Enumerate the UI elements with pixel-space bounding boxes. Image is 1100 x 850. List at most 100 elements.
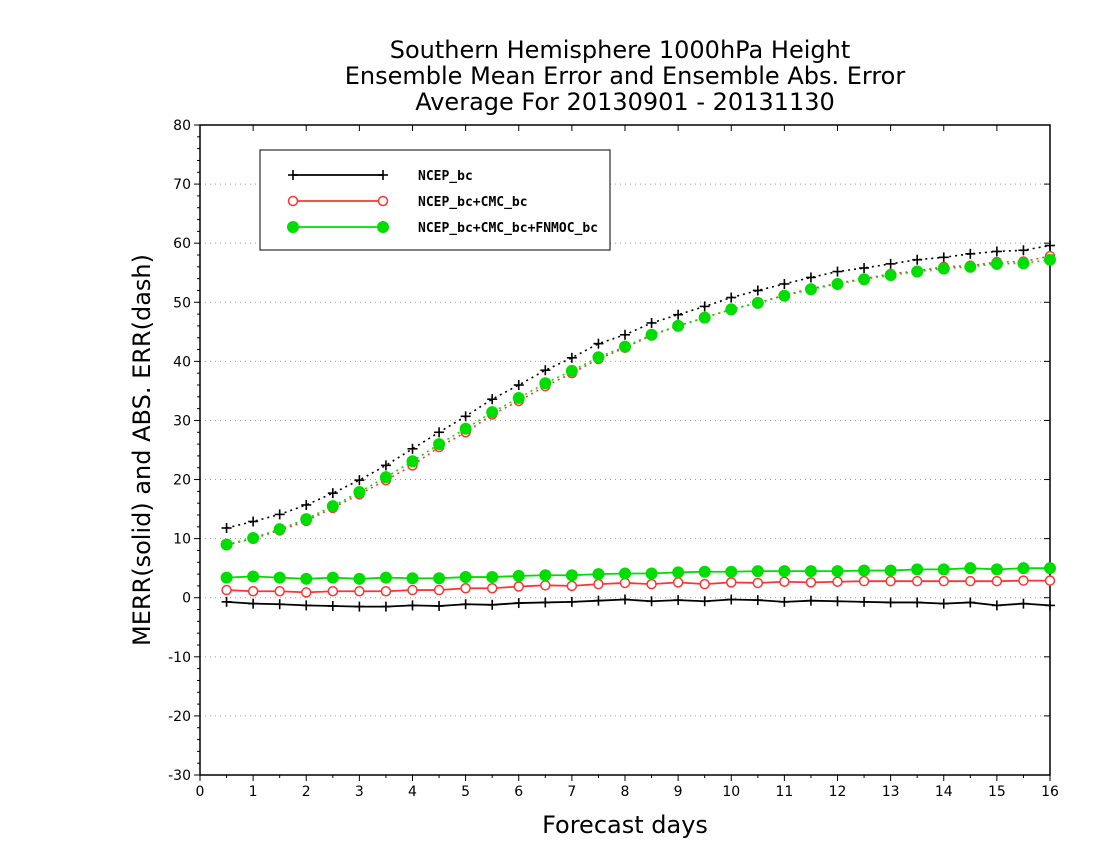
data-point-open-circle	[433, 584, 445, 596]
data-point-plus	[912, 254, 923, 265]
data-point-plus	[859, 263, 870, 273]
data-point-filled-circle	[539, 377, 552, 390]
data-point-plus	[1018, 598, 1029, 609]
y-tick-label: -20	[168, 709, 191, 725]
data-point-filled-circle	[725, 303, 738, 316]
data-point-filled-circle	[778, 565, 791, 578]
legend-item: NCEP_bc+CMC_bc+FNMOC_bc	[287, 221, 598, 236]
legend-label: NCEP_bc+CMC_bc	[418, 195, 528, 210]
data-point-plus	[832, 266, 843, 277]
data-point-open-circle	[540, 580, 551, 591]
x-tick-label: 9	[674, 784, 683, 800]
data-point-plus	[221, 596, 232, 607]
data-point-filled-circle	[406, 455, 419, 468]
data-point-plus	[380, 460, 391, 471]
data-point-open-circle	[938, 575, 949, 587]
data-point-open-circle	[407, 584, 418, 596]
data-point-open-circle	[858, 575, 870, 587]
data-point-open-circle	[885, 575, 896, 587]
data-point-filled-circle	[831, 277, 844, 290]
data-point-filled-circle	[858, 564, 871, 577]
data-point-plus	[1045, 240, 1055, 251]
data-point-open-circle	[354, 585, 365, 597]
data-point-filled-circle	[486, 406, 499, 419]
data-point-filled-circle	[353, 485, 366, 498]
y-tick-label: -10	[168, 650, 191, 666]
legend-label: NCEP_bc+CMC_bc+FNMOC_bc	[418, 221, 598, 236]
data-point-plus	[726, 594, 737, 605]
x-tick-label: 3	[355, 784, 364, 800]
data-point-open-circle	[619, 577, 631, 589]
data-point-plus	[965, 248, 976, 259]
y-axis-label: MERR(solid) and ABS. ERR(dash)	[128, 254, 156, 646]
data-point-plus	[274, 509, 285, 520]
x-tick-label: 7	[567, 784, 576, 800]
data-point-open-circle	[726, 577, 737, 588]
x-tick-label: 6	[514, 784, 523, 800]
data-point-filled-circle	[964, 260, 977, 273]
data-point-plus	[513, 598, 524, 609]
data-point-plus	[991, 246, 1002, 257]
x-tick-label: 4	[408, 784, 417, 800]
legend-item: NCEP_bc+CMC_bc	[287, 195, 528, 210]
data-point-filled-circle	[751, 296, 764, 309]
x-tick-label: 13	[882, 784, 900, 800]
title-line-3: Average For 20130901 - 20131130	[415, 88, 835, 116]
data-point-open-circle	[1018, 575, 1029, 586]
x-axis-label: Forecast days	[542, 811, 708, 839]
data-point-filled-circle	[619, 340, 631, 353]
abs-err-line	[226, 244, 1051, 529]
data-point-plus	[938, 252, 949, 263]
data-point-plus	[221, 523, 232, 533]
data-point-plus	[354, 601, 365, 612]
data-point-filled-circle	[377, 221, 389, 233]
data-point-plus	[540, 597, 551, 608]
data-point-filled-circle	[406, 572, 419, 585]
data-point-plus	[288, 170, 298, 180]
data-point-plus	[407, 600, 418, 611]
data-point-open-circle	[274, 585, 285, 597]
data-point-filled-circle	[698, 311, 711, 324]
title-line-1: Southern Hemisphere 1000hPa Height	[390, 36, 850, 64]
data-point-open-circle	[486, 583, 498, 594]
data-point-filled-circle	[459, 571, 472, 584]
y-tick-label: -30	[168, 768, 191, 784]
y-tick-label: 20	[173, 473, 191, 489]
abs-err-line	[226, 255, 1051, 546]
data-point-filled-circle	[778, 289, 791, 302]
series-NCEP_bc+CMC_bc	[221, 250, 1056, 598]
data-point-filled-circle	[937, 563, 950, 576]
data-point-plus	[380, 601, 391, 612]
data-point-open-circle	[221, 584, 232, 596]
data-point-plus	[327, 601, 338, 611]
data-point-filled-circle	[645, 567, 658, 580]
data-point-plus	[301, 499, 312, 510]
data-point-plus	[646, 317, 657, 328]
data-point-filled-circle	[1017, 562, 1030, 575]
data-point-open-circle	[247, 585, 259, 597]
chart-title: Southern Hemisphere 1000hPa Height Ensem…	[345, 36, 906, 116]
data-point-open-circle	[699, 578, 710, 590]
data-point-filled-circle	[539, 569, 552, 582]
y-tick-label: 0	[182, 591, 191, 607]
x-tick-label: 5	[461, 784, 470, 800]
data-point-plus	[779, 278, 790, 289]
data-point-filled-circle	[300, 513, 313, 526]
data-point-filled-circle	[486, 571, 499, 584]
data-point-plus	[912, 597, 923, 608]
x-tick-label: 11	[775, 784, 793, 800]
x-tick-label: 15	[988, 784, 1006, 800]
data-point-filled-circle	[300, 572, 313, 585]
y-tick-label: 30	[173, 413, 191, 429]
data-point-open-circle	[460, 583, 471, 594]
data-point-filled-circle	[990, 563, 1003, 576]
legend: NCEP_bc NCEP_bc+CMC_bc NCEP_bc+CMC_bc+FNMO…	[259, 149, 611, 251]
data-point-plus	[248, 516, 259, 527]
data-point-filled-circle	[220, 571, 233, 584]
data-point-filled-circle	[619, 567, 631, 580]
data-point-plus	[566, 352, 577, 363]
data-point-filled-circle	[911, 265, 924, 278]
data-point-plus	[620, 329, 630, 340]
